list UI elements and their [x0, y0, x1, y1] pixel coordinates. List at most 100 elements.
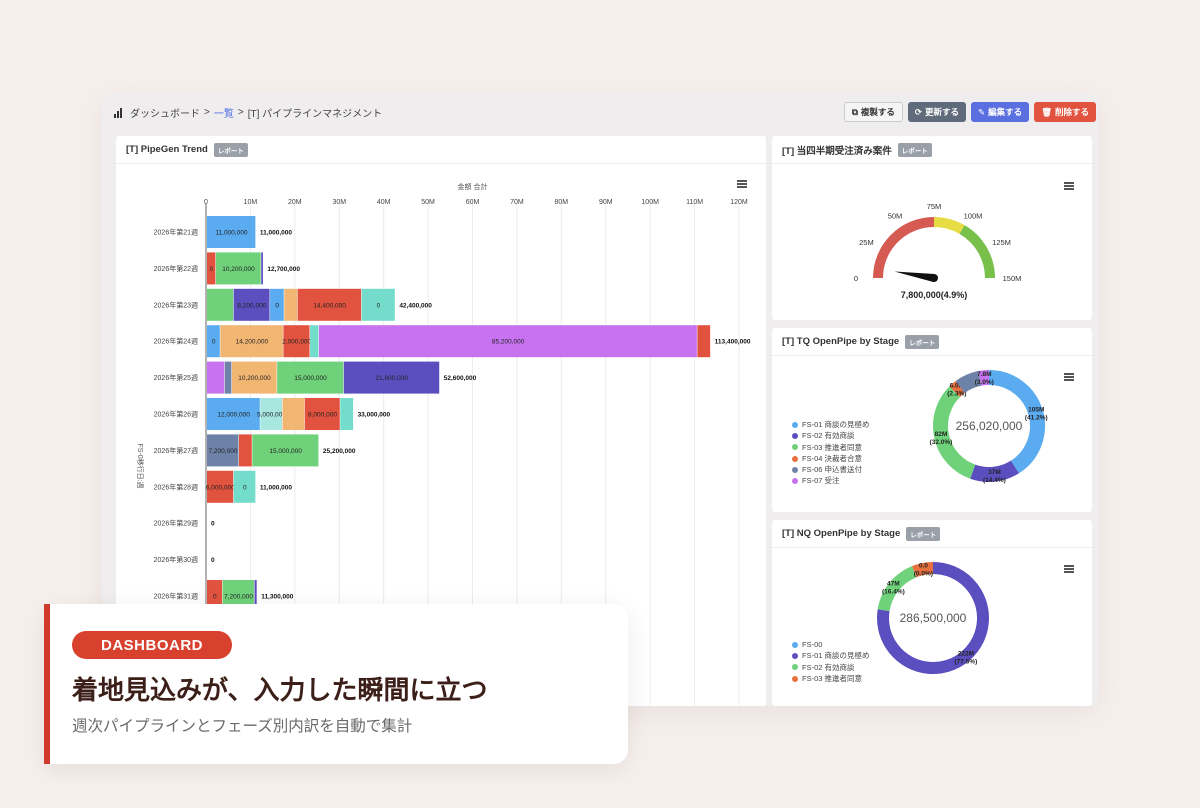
legend-item[interactable]: FS-01 商談の見極め	[792, 650, 870, 661]
donut-slice-label: 47M	[887, 581, 900, 588]
legend-label: FS-03 推進者同意	[802, 442, 863, 452]
chart-menu-icon[interactable]	[1064, 182, 1074, 190]
bar-segment	[238, 434, 252, 467]
bar-segment	[207, 288, 234, 321]
bar-segment-label: 11,000,000	[215, 230, 247, 237]
bar-segment-label: 10,200,000	[222, 266, 255, 273]
legend-item[interactable]: FS-02 有効商談	[792, 430, 870, 441]
panel-header: [T] 当四半期受注済み案件 レポート	[772, 136, 1092, 164]
gauge-tick-label: 25M	[859, 238, 874, 247]
bar-segment	[220, 325, 283, 358]
bar-segment	[304, 398, 340, 430]
copy-button[interactable]: ⧉ 複製する	[843, 102, 903, 122]
dashboard-icon	[114, 107, 122, 118]
update-button[interactable]: ⟳ 更新する	[907, 102, 967, 122]
bar-segment-label: 0	[213, 594, 217, 601]
legend-label: FS-01 商談の見極め	[802, 420, 870, 429]
legend-marker	[792, 466, 798, 473]
bar-segment	[340, 398, 354, 430]
x-tick-label: 80M	[555, 199, 569, 206]
donut-slice	[978, 370, 990, 386]
panel-title[interactable]: [T] PipeGen Trend	[126, 144, 208, 155]
bar-segment	[284, 288, 298, 321]
edit-button[interactable]: ✎ 編集する	[971, 102, 1030, 122]
legend-item[interactable]: FS-07 受注	[792, 475, 870, 486]
panel-header: [T] PipeGen Trend レポート	[116, 136, 766, 164]
bar-total-label: 52,600,000	[444, 375, 477, 382]
donut-slice-label: 82M	[935, 431, 948, 438]
legend-item[interactable]: FS-04 決裁者合意	[792, 453, 870, 464]
donut-slice-percent: (0.0%)	[914, 570, 933, 577]
bar-segment-label: 6,000,000	[206, 484, 235, 491]
promo-headline: 着地見込みが、入力した瞬間に立つ	[72, 675, 488, 705]
gauge-tick-label: 50M	[888, 212, 903, 221]
bar-segment-label: 85,200,000	[492, 339, 525, 346]
bar-segment-label: 21,600,000	[375, 375, 408, 382]
bar-segment	[254, 580, 257, 612]
legend-item[interactable]: FS-03 推進者同意	[792, 673, 870, 684]
bar-segment	[310, 325, 319, 358]
donut-slice-percent: (3.0%)	[975, 379, 994, 386]
y-tick-label: 2026年第25週	[154, 373, 198, 382]
legend-item[interactable]: FS-00	[792, 639, 870, 650]
action-bar: ⧉ 複製する ⟳ 更新する ✎ 編集する 🗑 削除する	[843, 102, 1096, 122]
breadcrumb-current: [T] パイプラインマネジメント	[247, 109, 383, 120]
bar-segment	[207, 252, 216, 285]
gauge-band	[959, 225, 995, 279]
chart-menu-icon[interactable]	[1064, 565, 1074, 573]
bar-segment	[697, 325, 711, 358]
bar-segment	[207, 325, 220, 358]
panel-title[interactable]: [T] TQ OpenPipe by Stage	[782, 336, 900, 347]
bar-segment-label: 7,200,000	[209, 448, 238, 455]
report-tag: レポート	[213, 142, 248, 157]
legend-marker	[792, 478, 798, 485]
legend-marker	[792, 664, 798, 671]
bar-total-label: 11,000,000	[260, 230, 293, 237]
legend-item[interactable]: FS-03 推進者同意	[792, 442, 870, 453]
top-bar: ダッシュボード > 一覧 > [T] パイプラインマネジメント ⧉ 複製する ⟳ 更…	[102, 94, 1098, 130]
delete-label: 削除する	[1054, 107, 1089, 117]
legend-label: FS-01 商談の見極め	[802, 651, 870, 661]
donut-slice-label: 222M	[958, 650, 974, 657]
panel-title[interactable]: [T] NQ OpenPipe by Stage	[782, 528, 901, 539]
refresh-icon: ⟳	[914, 106, 923, 117]
promo-card: DASHBOARD 着地見込みが、入力した瞬間に立つ 週次パイプラインとフェーズ…	[44, 604, 628, 764]
legend-marker	[792, 421, 798, 428]
legend-label: FS-00	[802, 640, 823, 649]
y-tick-label: 2026年第24週	[154, 337, 198, 346]
panel-header: [T] NQ OpenPipe by Stage レポート	[772, 520, 1092, 548]
donut-center-total: 256,020,000	[956, 419, 1023, 433]
breadcrumb: ダッシュボード > 一覧 > [T] パイプラインマネジメント	[114, 105, 382, 120]
delete-button[interactable]: 🗑 削除する	[1034, 102, 1096, 122]
chart-menu-icon[interactable]	[1064, 373, 1074, 381]
breadcrumb-separator: >	[237, 107, 244, 118]
nq-donut-chart: 222M(77.5%) 47M(16.4%) 0.0(0.0%) 286,500,00…	[877, 562, 989, 674]
breadcrumb-home[interactable]: ダッシュボード	[130, 109, 200, 120]
bar-segment	[297, 288, 362, 321]
x-tick-label: 70M	[510, 199, 524, 206]
gauge-band	[933, 217, 965, 234]
bar-segment-label: 0	[212, 339, 216, 346]
legend-item[interactable]: FS-01 商談の見極め	[792, 419, 870, 430]
y-tick-label: 2026年第28週	[154, 482, 198, 491]
y-tick-label: 2026年第27週	[154, 446, 198, 455]
x-axis-title: 金額 合計	[458, 182, 488, 191]
chart-menu-icon[interactable]	[737, 180, 747, 188]
breadcrumb-list[interactable]: 一覧	[213, 109, 234, 120]
gauge-tick-label: 125M	[992, 238, 1011, 247]
legend-marker	[792, 675, 798, 682]
legend-item[interactable]: FS-06 申込書送付	[792, 464, 870, 475]
y-tick-label: 2026年第30週	[154, 555, 198, 564]
y-tick-label: 2026年第29週	[154, 519, 198, 528]
panel-title[interactable]: [T] 当四半期受注済み案件	[782, 145, 892, 157]
bar-segment	[224, 361, 232, 394]
legend-label: FS-06 申込書送付	[802, 465, 863, 475]
bar-segment-label: 12,000,000	[217, 412, 250, 419]
x-tick-label: 40M	[377, 199, 391, 206]
x-tick-label: 30M	[332, 199, 346, 206]
edit-label: 編集する	[988, 107, 1023, 117]
x-tick-label: 50M	[421, 199, 435, 206]
tq-donut-chart: 105M(41.2%) 37M(14.4%) 82M(32.0%) 6.0M(2.3%…	[930, 370, 1048, 484]
legend-item[interactable]: FS-02 有効商談	[792, 662, 870, 673]
bar-segment	[318, 325, 697, 358]
